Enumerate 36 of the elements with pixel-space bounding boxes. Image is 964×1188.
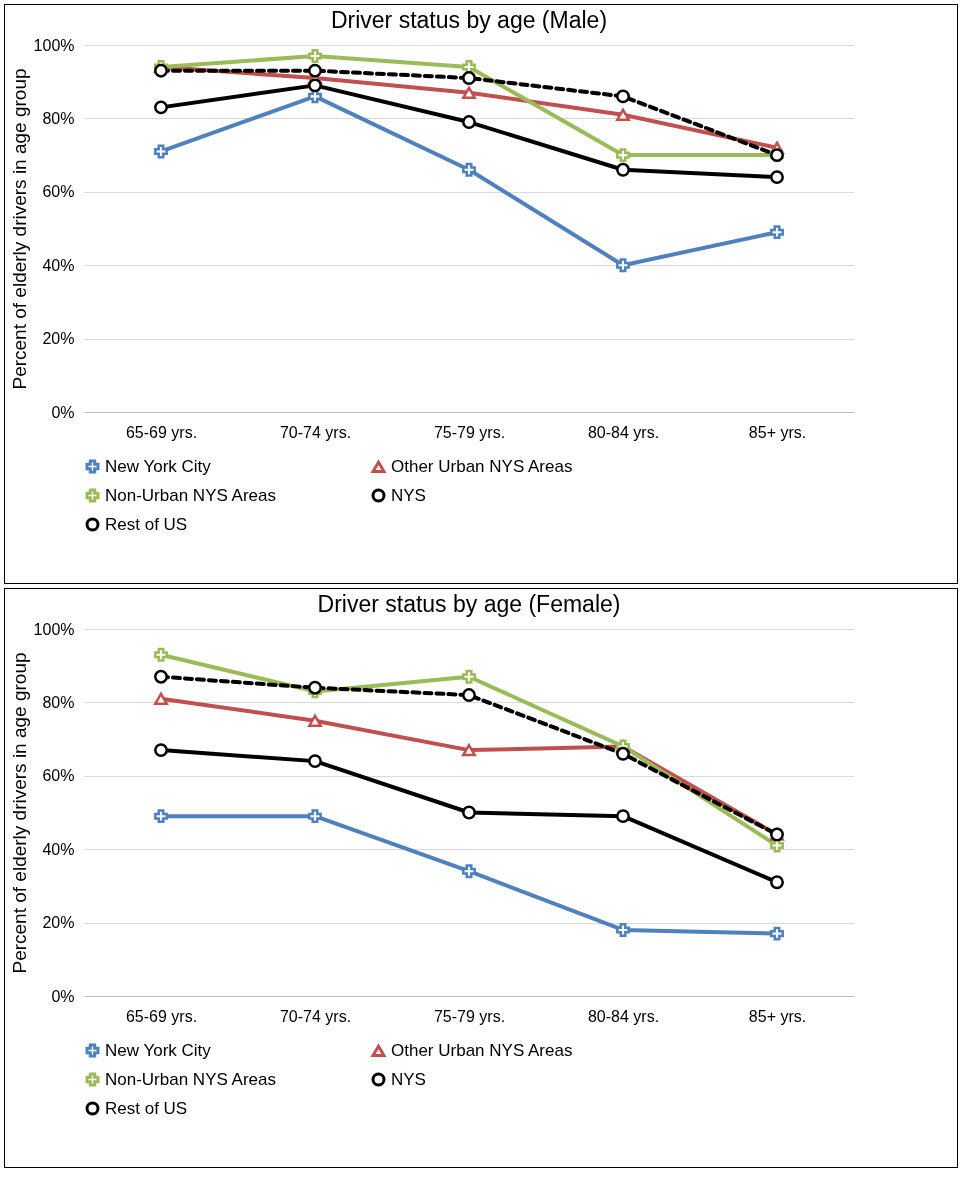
y-tick-label: 20% [42,330,75,348]
x-tick-label: 85+ yrs. [748,1007,807,1025]
x-tick-label: 85+ yrs. [748,423,807,441]
y-tick-label: 40% [42,256,75,274]
legend-label: NYS [391,1069,426,1089]
legend-label: New York City [105,1040,212,1060]
legend-label: Other Urban NYS Areas [391,1040,573,1060]
legend-label: Rest of US [105,514,188,534]
x-tick-label: 80-84 yrs. [587,423,660,441]
chart-title: Driver status by age (Female) [317,591,621,617]
y-tick-label: 40% [42,840,75,858]
y-tick-label: 60% [42,767,75,785]
legend-label: New York City [105,456,212,476]
y-tick-label: 100% [33,620,75,638]
legend-label: Non-Urban NYS Areas [105,1069,277,1089]
x-tick-label: 80-84 yrs. [587,1007,660,1025]
y-tick-label: 100% [33,36,75,54]
legend-label: Non-Urban NYS Areas [105,485,277,505]
x-tick-label: 75-79 yrs. [433,423,506,441]
y-tick-label: 0% [51,987,75,1005]
chart-title: Driver status by age (Male) [330,7,608,33]
y-tick-label: 60% [42,183,75,201]
y-axis-title: Percent of elderly drivers in age group [8,652,30,974]
y-tick-label: 20% [42,914,75,932]
y-tick-label: 80% [42,693,75,711]
y-tick-label: 0% [51,403,75,421]
y-axis-title: Percent of elderly drivers in age group [8,68,30,390]
y-tick-label: 80% [42,109,75,127]
legend-label: Rest of US [105,1098,188,1118]
x-tick-label: 70-74 yrs. [279,1007,352,1025]
legend-label: NYS [391,485,426,505]
x-tick-label: 65-69 yrs. [125,423,198,441]
x-tick-label: 70-74 yrs. [279,423,352,441]
x-tick-label: 75-79 yrs. [433,1007,506,1025]
legend-label: Other Urban NYS Areas [391,456,573,476]
x-tick-label: 65-69 yrs. [125,1007,198,1025]
